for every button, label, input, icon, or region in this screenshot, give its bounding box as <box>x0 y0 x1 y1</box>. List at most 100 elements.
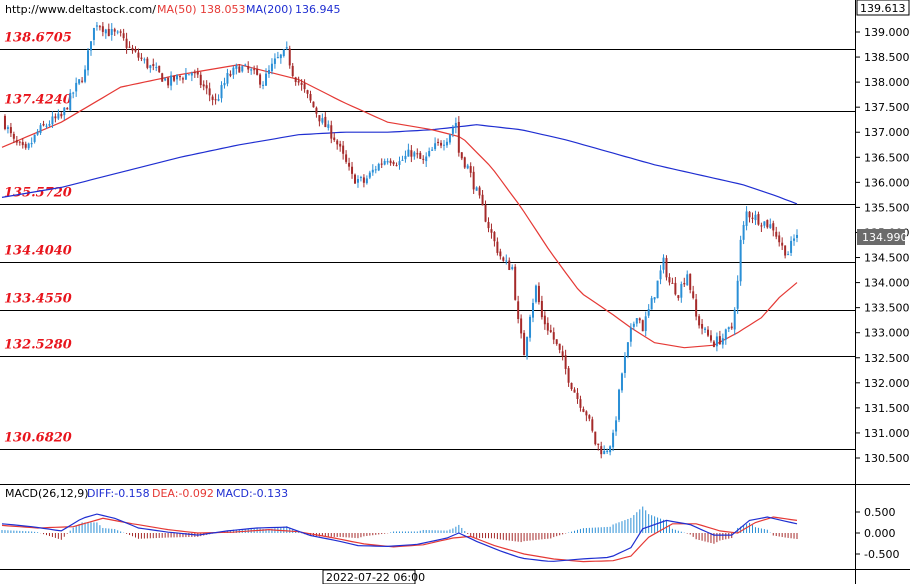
candlestick-series[interactable] <box>3 22 798 459</box>
candle-body <box>9 127 12 134</box>
candle-body <box>526 336 529 357</box>
candle-body <box>119 31 122 33</box>
macd-axis-ticks: 0.500 0.000 -0.500 <box>855 506 899 561</box>
candle-body <box>309 94 312 101</box>
level-label: 135.5720 <box>4 186 72 201</box>
candle-body <box>89 41 92 51</box>
candle-body <box>318 115 321 122</box>
price-tick-label: 132.500 <box>864 352 910 365</box>
candle-body <box>60 114 63 117</box>
candle-body <box>107 28 110 37</box>
level-label: 134.4040 <box>4 244 72 259</box>
candle-body <box>434 143 437 150</box>
top-value: 139.613 <box>860 2 906 15</box>
candle-body <box>475 187 478 191</box>
candle-body <box>570 382 573 390</box>
candle-body <box>95 25 98 27</box>
candle-body <box>265 73 268 86</box>
candle-body <box>413 152 416 157</box>
candle-body <box>155 67 158 69</box>
candle-body <box>704 328 707 330</box>
ma50-value: 138.053 <box>200 3 246 16</box>
candle-body <box>368 172 371 178</box>
candle-body <box>502 257 505 261</box>
candle-body <box>158 65 161 73</box>
candle-body <box>351 166 354 174</box>
candle-body <box>241 66 244 72</box>
candle-body <box>104 29 107 34</box>
level-label: 132.5280 <box>4 338 72 353</box>
candle-body <box>680 284 683 298</box>
candle-body <box>232 67 235 75</box>
current-price-value: 134.990 <box>862 231 908 244</box>
candle-body <box>395 165 398 167</box>
support-resistance-levels: 138.6705 137.4240 135.5720 134.4040 133.4550… <box>0 31 855 450</box>
candle-body <box>92 27 95 40</box>
candle-body <box>659 270 662 280</box>
candle-body <box>615 420 618 432</box>
candle-body <box>573 389 576 393</box>
candle-body <box>416 153 419 155</box>
candle-body <box>727 327 730 330</box>
candle-body <box>333 137 336 141</box>
candle-body <box>211 96 214 100</box>
candle-body <box>701 323 704 329</box>
price-tick-label: 135.500 <box>864 201 910 214</box>
price-axis-ticks: 139.000 138.500 138.000 137.500 137.000 136.5… <box>855 26 910 465</box>
candle-body <box>629 327 632 342</box>
candle-body <box>389 160 392 164</box>
candle-body <box>161 73 164 82</box>
candle-body <box>45 125 48 127</box>
candle-body <box>297 81 300 83</box>
candle-body <box>428 150 431 157</box>
candle-body <box>36 131 39 135</box>
candle-body <box>662 257 665 270</box>
candle-body <box>760 225 763 227</box>
candle-body <box>766 220 769 228</box>
level-label: 138.6705 <box>4 31 72 46</box>
candle-body <box>75 82 78 92</box>
candle-body <box>781 242 784 246</box>
macd-tick-label: 0.500 <box>864 506 896 519</box>
candle-body <box>540 300 543 318</box>
candle-body <box>641 320 644 332</box>
top-value-box <box>856 0 910 16</box>
price-tick-label: 133.000 <box>864 327 910 340</box>
candle-body <box>425 156 428 162</box>
candle-body <box>448 134 451 143</box>
price-tick-label: 130.500 <box>864 452 910 465</box>
candle-body <box>342 145 345 154</box>
candle-body <box>626 342 629 357</box>
candle-body <box>217 99 220 101</box>
candle-body <box>327 124 330 128</box>
candle-body <box>223 82 226 86</box>
candle-body <box>561 351 564 357</box>
candle-body <box>620 373 623 391</box>
candle-body <box>401 159 404 161</box>
candle-body <box>371 169 374 173</box>
candle-body <box>612 432 615 448</box>
candle-body <box>110 29 113 35</box>
candle-body <box>63 107 66 116</box>
candle-body <box>588 415 591 419</box>
candle-body <box>558 343 561 350</box>
candle-body <box>644 316 647 331</box>
candle-body <box>623 356 626 373</box>
time-crosshair-box <box>322 569 416 584</box>
candle-body <box>552 332 555 340</box>
candle-body <box>582 408 585 412</box>
price-tick-label: 136.500 <box>864 151 910 164</box>
candle-body <box>647 309 650 316</box>
candle-body <box>597 443 600 445</box>
candle-body <box>739 239 742 282</box>
candle-body <box>508 260 511 270</box>
candle-body <box>490 229 493 233</box>
candle-body <box>39 125 42 133</box>
candle-body <box>247 66 250 70</box>
candle-body <box>650 298 653 310</box>
candle-body <box>796 234 798 238</box>
candle-body <box>116 31 119 33</box>
candle-body <box>146 58 149 68</box>
candle-body <box>113 29 116 32</box>
